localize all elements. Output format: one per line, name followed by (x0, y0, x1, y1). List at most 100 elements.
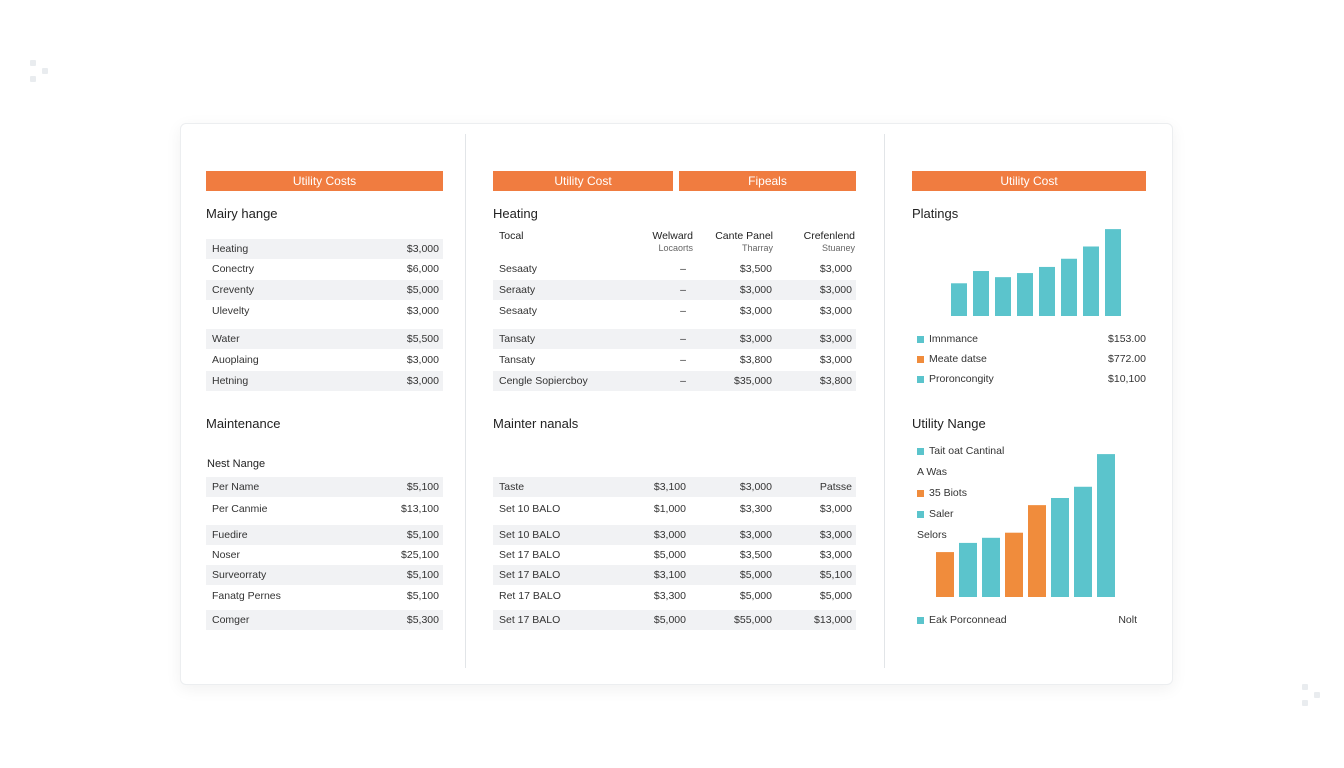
table-row: Conectry $6,000 (206, 259, 443, 279)
table-row: Ulevelty $3,000 (206, 301, 443, 321)
table-row: Set 10 BALO $1,000 $3,300 $3,000 (493, 499, 856, 519)
corner-decoration (30, 60, 54, 84)
table-row: Noser $25,100 (206, 545, 443, 565)
row-label: Fanatg Pernes (212, 590, 281, 602)
row-cell: – (680, 333, 686, 345)
row-cell: – (680, 305, 686, 317)
row-label: Comger (212, 614, 250, 626)
left-heading-2: Maintenance (206, 416, 281, 431)
row-value: $13,100 (401, 503, 439, 515)
row-value: $5,000 (406, 284, 439, 296)
row-cell: $3,000 (739, 333, 772, 345)
table-row: Creventy $5,000 (206, 280, 443, 300)
row-label: Taste (499, 481, 525, 493)
row-cell: $3,800 (819, 375, 852, 387)
row-cell: $35,000 (734, 375, 772, 387)
legend-label: Tait oat Cantinal (929, 445, 1005, 457)
footer-left-label: Eak Porconnead (929, 614, 1007, 626)
row-label: Creventy (212, 284, 255, 296)
chart-bar (1051, 497, 1069, 597)
row-cell: $55,000 (734, 614, 772, 626)
utility-bar-chart (936, 454, 1115, 597)
row-label: Ulevelty (212, 305, 250, 317)
row-value: $5,100 (406, 481, 439, 493)
legend-label: Imnmance (929, 333, 979, 345)
table-row: Sesaaty – $3,000 $3,000 (493, 301, 856, 321)
row-value: $3,000 (406, 243, 439, 255)
legend-swatch (917, 448, 924, 455)
row-label: Per Canmie (212, 503, 268, 515)
row-cell: $5,000 (653, 549, 686, 561)
right-heading: Platings (912, 206, 959, 221)
row-label: Water (212, 333, 240, 345)
row-cell: $3,000 (653, 529, 686, 541)
row-cell: $3,000 (819, 305, 852, 317)
row-cell: $3,500 (739, 263, 772, 275)
row-label: Set 17 BALO (499, 569, 561, 581)
row-cell: – (680, 354, 686, 366)
chart-bar (1039, 266, 1055, 316)
table-header-row: Taste $3,100 $3,000 Patsse (493, 477, 856, 497)
row-cell: $3,500 (739, 549, 772, 561)
row-label: Set 17 BALO (499, 549, 561, 561)
row-cell: $3,000 (819, 284, 852, 296)
row-label: Set 10 BALO (499, 503, 561, 515)
row-cell: $3,000 (739, 284, 772, 296)
legend-item: 35 Biots (917, 486, 1037, 500)
table-row: Set 10 BALO $3,000 $3,000 $3,000 (493, 525, 856, 545)
row-cell: – (680, 375, 686, 387)
table-row: Tansaty – $3,800 $3,000 (493, 350, 856, 370)
legend-label: A Was (917, 466, 947, 478)
legend-label: 35 Biots (929, 487, 967, 499)
legend-item: Selors (917, 528, 1037, 542)
row-label: Ret 17 BALO (499, 590, 561, 602)
middle-heading: Heating (493, 206, 538, 221)
row-label: Noser (212, 549, 241, 561)
chart-bar (959, 542, 977, 597)
left-subheading: Nest Nange (207, 458, 266, 470)
row-cell: $3,000 (739, 481, 772, 493)
legend-label: Meate datse (929, 353, 987, 365)
row-label: Fuedire (212, 529, 248, 541)
row-label: Hetning (212, 375, 249, 387)
table-row: Set 17 BALO $5,000 $3,500 $3,000 (493, 545, 856, 565)
middle-heading-2: Mainter nanals (493, 416, 579, 431)
legend-item: Proroncongity $10,100 (917, 372, 1146, 386)
row-cell: $3,000 (739, 529, 772, 541)
row-cell: $5,000 (819, 590, 852, 602)
table-row: Tansaty – $3,000 $3,000 (493, 329, 856, 349)
row-cell: $3,300 (739, 503, 772, 515)
left-heading: Mairy hange (206, 206, 278, 221)
legend-label: Saler (929, 508, 954, 520)
legend-swatch (917, 336, 924, 343)
legend-value: $153.00 (1108, 333, 1146, 345)
chart-bar (1097, 454, 1115, 597)
row-value: $25,100 (401, 549, 439, 561)
row-cell: $3,300 (653, 590, 686, 602)
chart-bar (995, 277, 1011, 316)
row-label: Seraaty (499, 284, 536, 296)
table-row: Sesaaty – $3,500 $3,000 (493, 259, 856, 279)
column-divider (465, 134, 466, 668)
row-value: $5,100 (406, 529, 439, 541)
right-footer: Eak Porconnead Nolt (917, 613, 1137, 627)
row-cell: $3,000 (819, 263, 852, 275)
row-cell: $3,000 (819, 549, 852, 561)
row-label: Sesaaty (499, 305, 537, 317)
table-row: Auoplaing $3,000 (206, 350, 443, 370)
chart-bar (1005, 532, 1023, 597)
row-value: $5,100 (406, 569, 439, 581)
row-label: Set 10 BALO (499, 529, 561, 541)
legend-label: Proroncongity (929, 373, 994, 385)
table-row: Set 17 BALO $5,000 $55,000 $13,000 (493, 610, 856, 630)
right-banner: Utility Cost (912, 171, 1146, 191)
chart-bar (1017, 273, 1033, 316)
chart-bar (1028, 505, 1046, 597)
row-value: $3,000 (406, 354, 439, 366)
table-row: Ret 17 BALO $3,300 $5,000 $5,000 (493, 586, 856, 606)
chart-bar (1061, 258, 1077, 316)
column-header-3: Crefenlend Stuaney (803, 230, 855, 253)
legend-swatch (917, 617, 924, 624)
row-cell: $3,000 (819, 354, 852, 366)
row-cell: $3,800 (739, 354, 772, 366)
